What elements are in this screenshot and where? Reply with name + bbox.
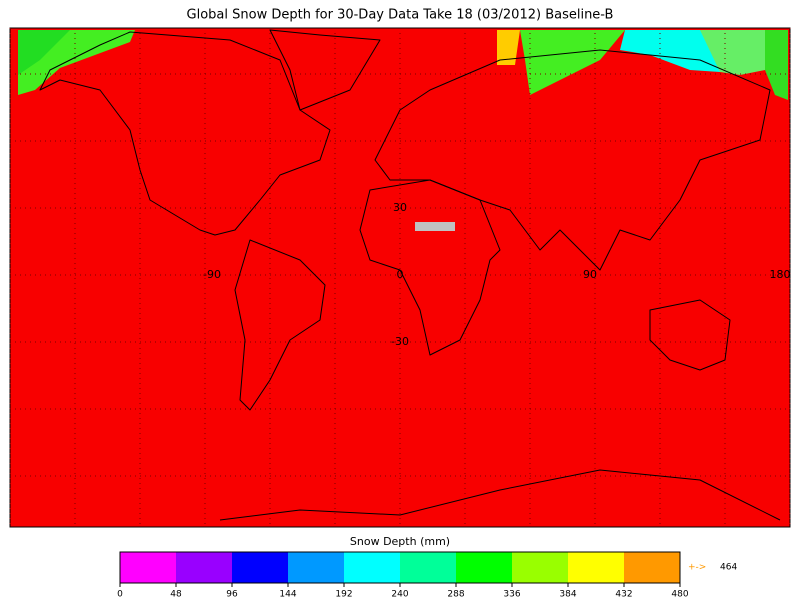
colorbar-tick-label: 432: [615, 590, 632, 600]
map-title: Global Snow Depth for 30-Day Data Take 1…: [187, 8, 614, 23]
lon-label: -90: [203, 268, 221, 281]
coastline: [269, 29, 381, 111]
colorbar-tick-label: 192: [335, 590, 352, 600]
snow-region: [520, 30, 625, 95]
coastline: [374, 49, 771, 271]
colorbar-segment: [512, 552, 568, 583]
colorbar-segment: [232, 552, 288, 583]
legend-title: Snow Depth (mm): [350, 535, 450, 548]
colorbar-segment: [400, 552, 456, 583]
coastline: [234, 239, 326, 411]
colorbar-segment: [120, 552, 176, 583]
colorbar-tick-label: 0: [117, 590, 123, 600]
colorbar-tick-label: 384: [559, 590, 576, 600]
colorbar-segment: [176, 552, 232, 583]
no-data-patch: [415, 222, 455, 231]
colorbar-tick-label: 48: [170, 590, 182, 600]
colorbar-tick-label: 144: [279, 590, 296, 600]
colorbar-segment: [288, 552, 344, 583]
snow-region: [700, 30, 765, 75]
colorbar-tick-label: 96: [226, 590, 238, 600]
colorbar-tick-label: 336: [503, 590, 520, 600]
coastline: [649, 299, 731, 371]
colorbar-segment: [456, 552, 512, 583]
coastline: [39, 31, 331, 236]
colorbar-segment: [568, 552, 624, 583]
colorbar-tick-label: 288: [447, 590, 464, 600]
overflow-value: 464: [720, 563, 737, 573]
coastline: [219, 469, 781, 521]
lat-label: 30: [393, 201, 407, 214]
colorbar-segment: [624, 552, 680, 583]
lon-label: 180: [770, 268, 791, 281]
overflow-arrow: +->: [688, 563, 706, 573]
lat-label: -30: [391, 335, 409, 348]
snow-region: [765, 30, 788, 100]
colorbar-segment: [344, 552, 400, 583]
colorbar-tick-label: 240: [391, 590, 408, 600]
lon-label: 90: [583, 268, 597, 281]
coastlines: [39, 29, 781, 521]
lon-label: 0: [397, 268, 404, 281]
snow-region: [18, 30, 70, 75]
colorbar-tick-label: 480: [671, 590, 688, 600]
snow-region: [497, 30, 520, 65]
